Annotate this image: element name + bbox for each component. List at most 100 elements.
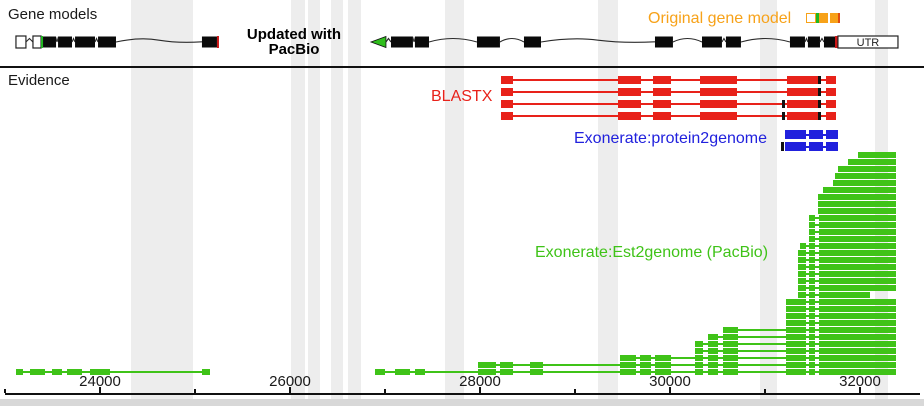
exon-segment[interactable] xyxy=(75,36,95,48)
alignment-segment[interactable] xyxy=(808,313,815,319)
alignment-segment[interactable] xyxy=(808,271,815,277)
alignment-segment[interactable] xyxy=(808,334,815,340)
alignment-segment[interactable] xyxy=(722,334,738,340)
alignment-segment[interactable] xyxy=(15,369,23,375)
alignment-segment[interactable] xyxy=(652,112,671,120)
alignment-segment[interactable] xyxy=(529,362,543,368)
alignment-segment[interactable] xyxy=(784,130,806,139)
alignment-segment[interactable] xyxy=(617,88,641,96)
alignment-segment[interactable] xyxy=(818,264,896,270)
alignment-segment[interactable] xyxy=(394,369,410,375)
blastx-alignment[interactable] xyxy=(500,112,836,120)
alignment-segment[interactable] xyxy=(825,100,836,108)
est-alignment[interactable] xyxy=(722,327,896,333)
alignment-segment[interactable] xyxy=(817,194,896,200)
protein2genome-alignment[interactable] xyxy=(780,142,838,151)
alignment-segment[interactable] xyxy=(639,362,651,368)
gene-model-updated-gene[interactable]: UTR xyxy=(369,35,899,49)
alignment-segment[interactable] xyxy=(808,306,815,312)
alignment-segment[interactable] xyxy=(722,369,738,375)
alignment-segment[interactable] xyxy=(51,369,63,375)
exon-segment[interactable] xyxy=(789,36,805,48)
alignment-segment[interactable] xyxy=(808,348,815,354)
alignment-segment[interactable] xyxy=(654,369,671,375)
est-alignment[interactable] xyxy=(785,313,896,319)
alignment-segment[interactable] xyxy=(699,76,737,84)
alignment-segment[interactable] xyxy=(500,112,513,120)
alignment-segment[interactable] xyxy=(808,257,815,263)
alignment-segment[interactable] xyxy=(817,201,896,207)
alignment-segment[interactable] xyxy=(808,243,815,249)
alignment-segment[interactable] xyxy=(785,327,806,333)
alignment-segment[interactable] xyxy=(808,130,823,139)
alignment-segment[interactable] xyxy=(652,76,671,84)
alignment-segment[interactable] xyxy=(786,112,818,120)
est-alignment[interactable] xyxy=(785,306,896,312)
alignment-segment[interactable] xyxy=(619,355,636,361)
alignment-segment[interactable] xyxy=(784,142,806,151)
alignment-segment[interactable] xyxy=(818,229,896,235)
alignment-segment[interactable] xyxy=(374,369,385,375)
alignment-segment[interactable] xyxy=(617,100,641,108)
alignment-segment[interactable] xyxy=(808,250,815,256)
exon-segment[interactable] xyxy=(476,36,500,48)
alignment-segment[interactable] xyxy=(818,341,896,347)
alignment-segment[interactable] xyxy=(499,369,513,375)
est-alignment[interactable] xyxy=(808,236,896,242)
alignment-segment[interactable] xyxy=(825,88,836,96)
est-alignment[interactable] xyxy=(619,355,896,361)
alignment-segment[interactable] xyxy=(808,327,815,333)
exon-segment[interactable] xyxy=(654,36,673,48)
alignment-segment[interactable] xyxy=(619,362,636,368)
est-alignment[interactable] xyxy=(808,229,896,235)
alignment-segment[interactable] xyxy=(617,76,641,84)
alignment-segment[interactable] xyxy=(808,215,815,221)
alignment-segment[interactable] xyxy=(808,292,815,298)
alignment-segment[interactable] xyxy=(477,369,497,375)
alignment-segment[interactable] xyxy=(786,100,818,108)
alignment-segment[interactable] xyxy=(818,320,896,326)
protein2genome-alignment[interactable] xyxy=(784,130,838,139)
alignment-segment[interactable] xyxy=(799,243,806,249)
alignment-segment[interactable] xyxy=(818,215,896,221)
alignment-segment[interactable] xyxy=(785,334,806,340)
alignment-segment[interactable] xyxy=(808,142,823,151)
est-alignment[interactable] xyxy=(817,194,896,200)
est-alignment[interactable] xyxy=(847,159,896,165)
alignment-segment[interactable] xyxy=(699,88,737,96)
alignment-segment[interactable] xyxy=(808,285,815,291)
alignment-segment[interactable] xyxy=(707,334,718,340)
est-alignment[interactable] xyxy=(694,341,896,347)
alignment-segment[interactable] xyxy=(30,369,45,375)
alignment-segment[interactable] xyxy=(834,173,896,179)
alignment-segment[interactable] xyxy=(722,355,738,361)
alignment-segment[interactable] xyxy=(414,369,425,375)
alignment-segment[interactable] xyxy=(654,355,671,361)
est-alignment[interactable] xyxy=(694,348,896,354)
alignment-segment[interactable] xyxy=(785,341,806,347)
alignment-segment[interactable] xyxy=(722,341,738,347)
alignment-segment[interactable] xyxy=(818,299,896,305)
alignment-segment[interactable] xyxy=(808,362,815,368)
alignment-segment[interactable] xyxy=(707,362,718,368)
est-alignment[interactable] xyxy=(797,271,896,277)
alignment-segment[interactable] xyxy=(808,355,815,361)
alignment-segment[interactable] xyxy=(808,229,815,235)
exon-segment[interactable] xyxy=(58,36,73,48)
alignment-segment[interactable] xyxy=(825,112,836,120)
est-alignment[interactable] xyxy=(822,187,896,193)
alignment-segment[interactable] xyxy=(808,299,815,305)
alignment-segment[interactable] xyxy=(825,76,836,84)
alignment-segment[interactable] xyxy=(785,355,806,361)
alignment-segment[interactable] xyxy=(797,250,806,256)
alignment-segment[interactable] xyxy=(785,362,806,368)
exon-segment[interactable] xyxy=(823,36,835,48)
alignment-segment[interactable] xyxy=(808,369,815,375)
utr-segment[interactable] xyxy=(15,35,27,49)
alignment-segment[interactable] xyxy=(818,348,896,354)
exon-segment[interactable] xyxy=(414,36,429,48)
est-alignment[interactable] xyxy=(797,257,896,263)
blastx-alignment[interactable] xyxy=(500,88,836,96)
alignment-segment[interactable] xyxy=(825,130,838,139)
alignment-segment[interactable] xyxy=(722,348,738,354)
